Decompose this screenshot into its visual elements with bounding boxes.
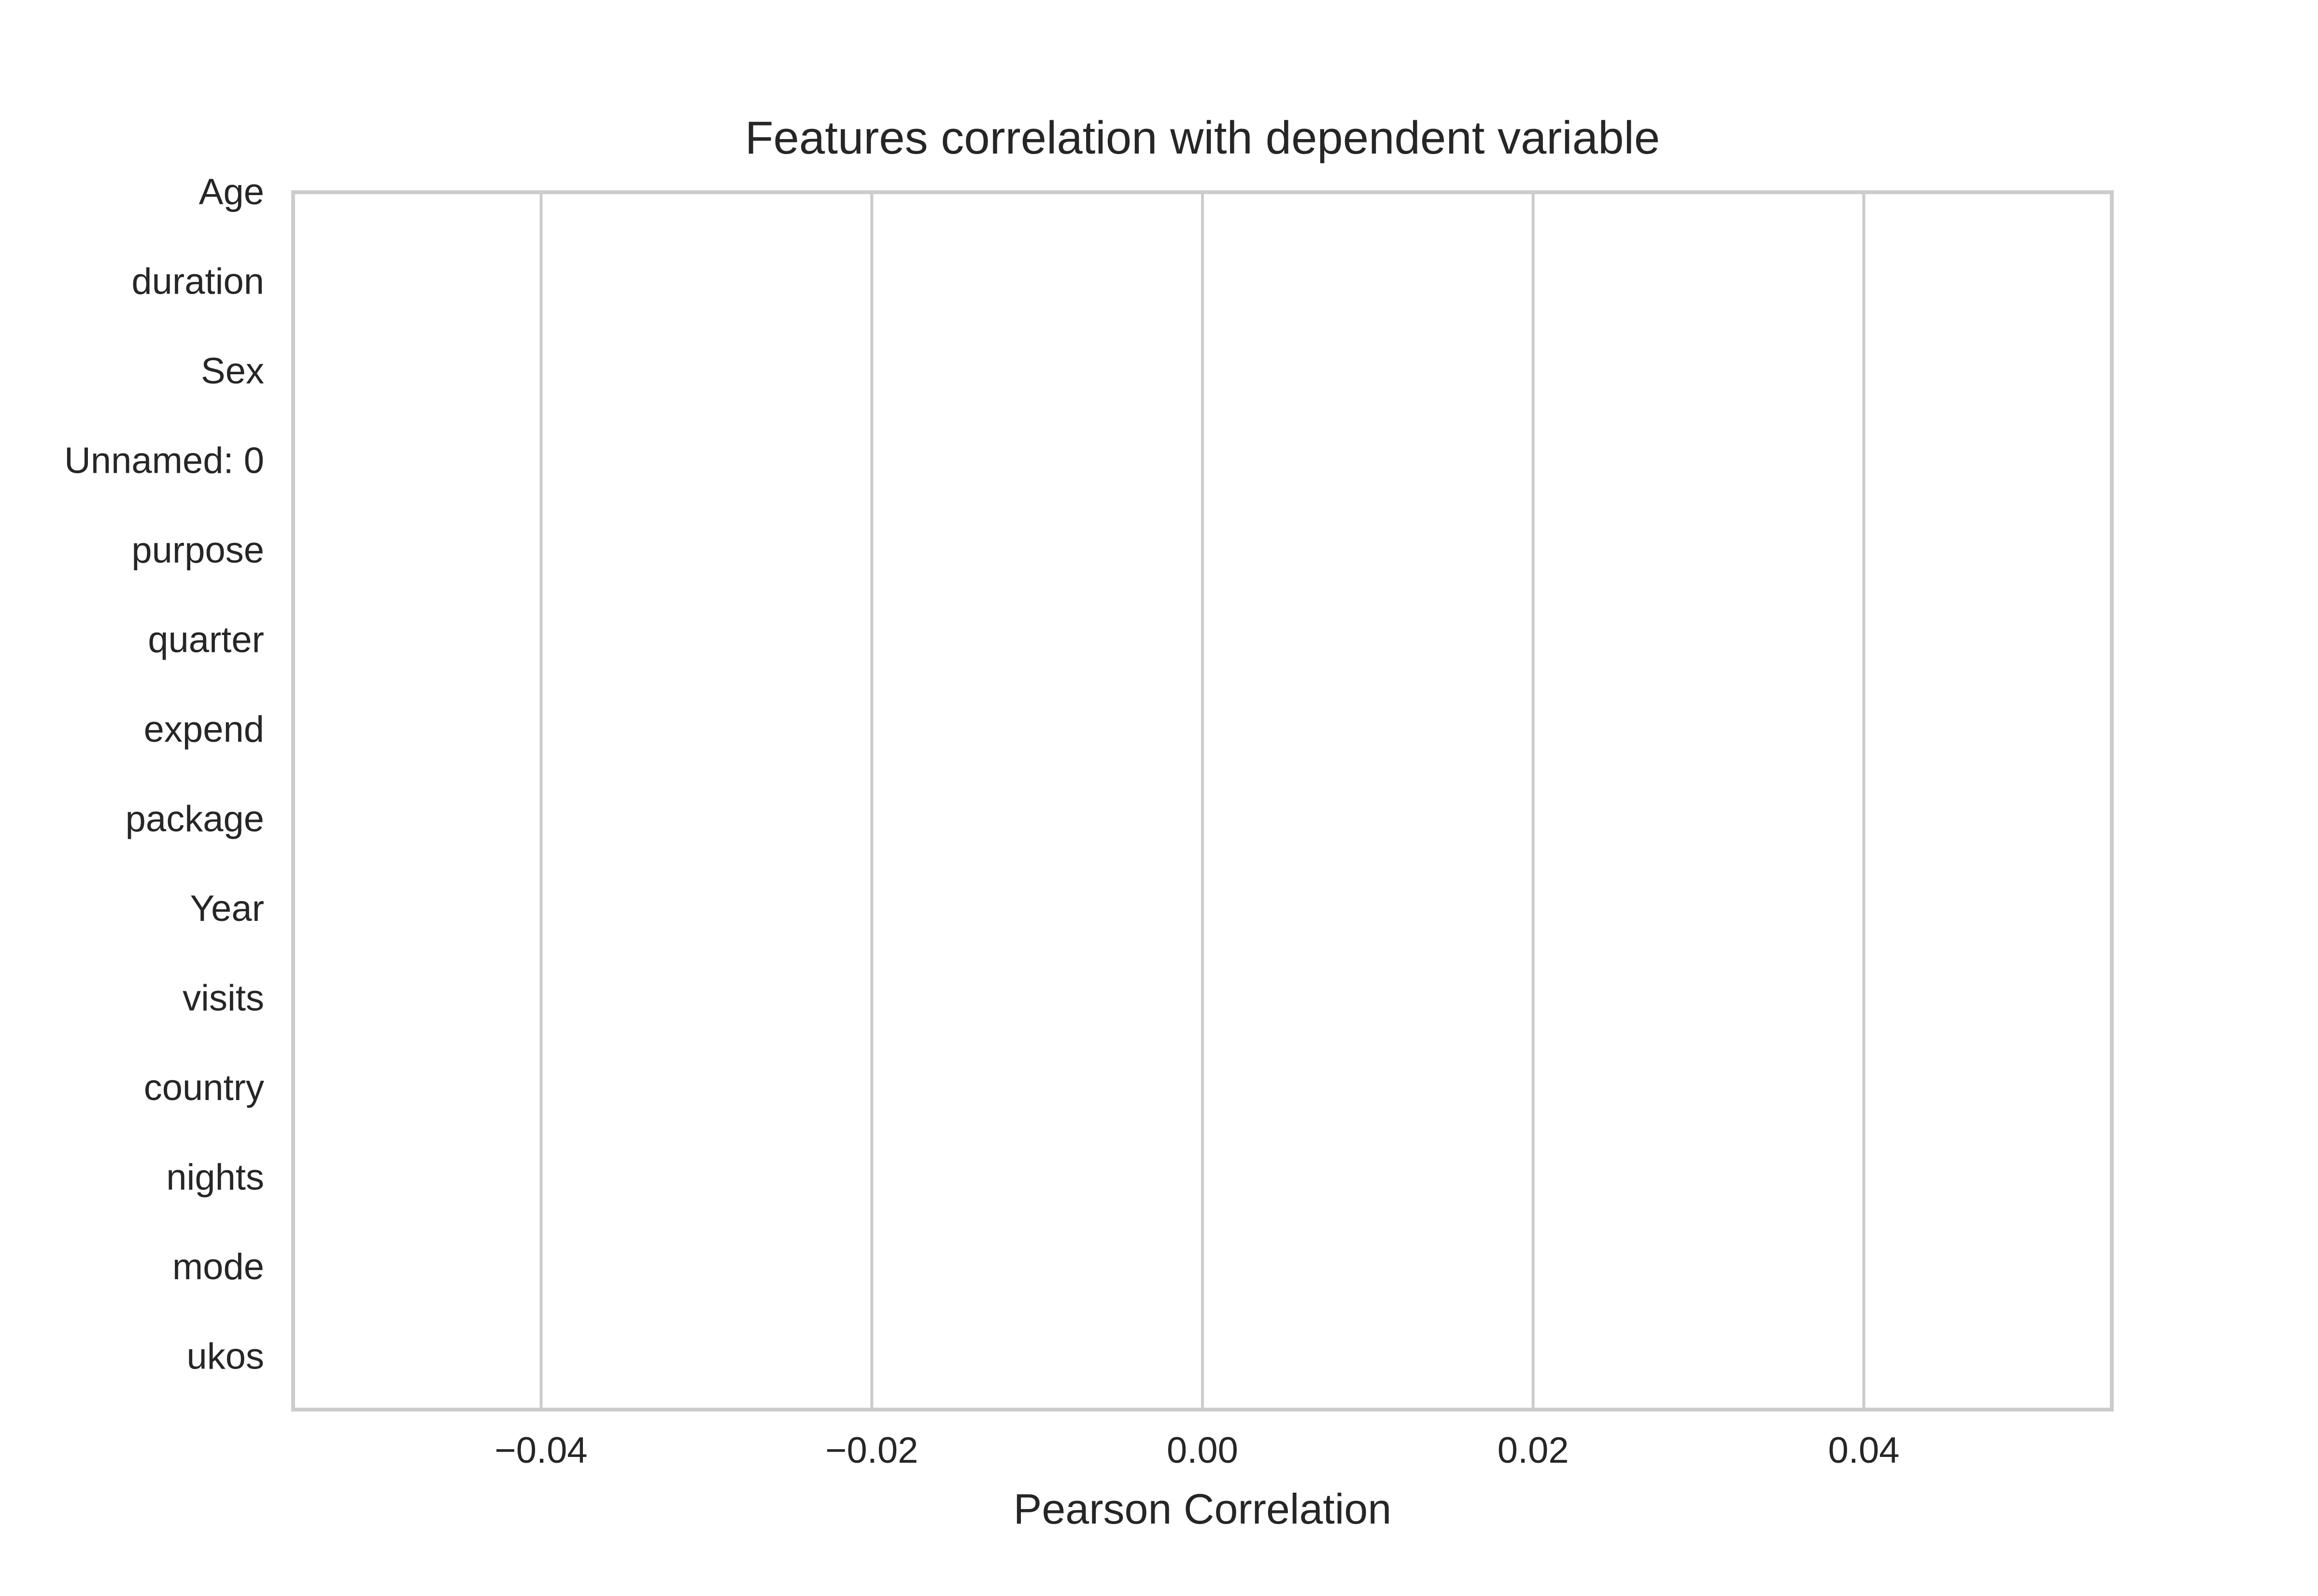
y-tick-label: Age (199, 171, 264, 212)
y-tick-label: quarter (148, 620, 264, 661)
x-tick-labels: −0.04 −0.02 0.00 0.02 0.04 (495, 1430, 1899, 1471)
y-tick-label: Year (190, 888, 264, 929)
y-tick-label: expend (144, 709, 264, 750)
grid-lines (539, 192, 1866, 1410)
x-tick-label: 0.00 (1167, 1430, 1238, 1471)
x-tick-label: −0.04 (495, 1430, 587, 1471)
x-tick-label: 0.02 (1498, 1430, 1569, 1471)
chart-title: Features correlation with dependent vari… (745, 112, 1660, 164)
y-tick-label: ukos (186, 1336, 264, 1377)
y-tick-label: mode (172, 1246, 264, 1287)
x-axis-label: Pearson Correlation (1014, 1485, 1392, 1533)
x-tick-label: 0.04 (1828, 1430, 1899, 1471)
y-tick-label: visits (183, 978, 264, 1019)
y-tick-label: Sex (201, 351, 264, 392)
x-tick-label: −0.02 (825, 1430, 918, 1471)
y-tick-labels: Age duration Sex Unnamed: 0 purpose quarter ex… (64, 171, 264, 1377)
y-tick-label: Unnamed: 0 (64, 440, 264, 481)
plot-frame (291, 190, 2114, 1412)
y-tick-label: country (144, 1067, 264, 1108)
y-tick-label: nights (166, 1157, 264, 1198)
y-tick-label: duration (131, 261, 264, 302)
y-tick-label: package (126, 799, 264, 840)
y-tick-label: purpose (131, 530, 264, 571)
